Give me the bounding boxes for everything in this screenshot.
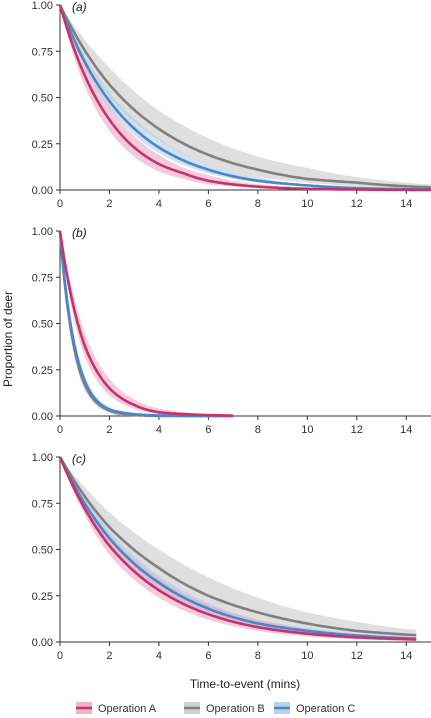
y-tick-label: 0.75 — [32, 272, 53, 284]
y-tick-label: 1.00 — [32, 452, 53, 464]
y-tick-label: 0.25 — [32, 591, 53, 603]
x-tick-label: 6 — [205, 650, 211, 662]
x-tick-label: 2 — [106, 198, 112, 210]
x-tick-label: 12 — [351, 198, 363, 210]
x-tick-label: 2 — [106, 424, 112, 436]
x-tick-label: 10 — [301, 424, 313, 436]
x-tick-label: 8 — [255, 424, 261, 436]
y-tick-label: 0.00 — [32, 185, 53, 197]
y-axis-title: Proportion of deer — [1, 291, 15, 387]
series-line-operation-a — [58, 4, 431, 192]
y-tick-label: 1.00 — [32, 0, 53, 12]
x-tick-label: 0 — [57, 198, 63, 210]
panel-label: (a) — [72, 0, 87, 14]
x-tick-label: 6 — [205, 424, 211, 436]
y-tick-label: 0.50 — [32, 319, 53, 331]
y-tick-label: 0.75 — [32, 46, 53, 58]
series-line-operation-b — [58, 456, 417, 637]
x-tick-label: 14 — [400, 198, 412, 210]
x-tick-label: 12 — [351, 424, 363, 436]
y-tick-label: 0.00 — [32, 411, 53, 423]
panel-label: (c) — [72, 452, 86, 466]
series-line-operation-b — [58, 4, 431, 189]
x-tick-label: 4 — [156, 424, 162, 436]
x-tick-label: 8 — [255, 650, 261, 662]
y-tick-label: 0.25 — [32, 365, 53, 377]
legend-label: Operation B — [206, 703, 265, 715]
x-tick-label: 4 — [156, 650, 162, 662]
series-line-operation-a — [58, 456, 417, 641]
y-tick-label: 0.25 — [32, 139, 53, 151]
y-tick-label: 0.50 — [32, 93, 53, 105]
series-line-operation-b — [58, 230, 234, 418]
x-axis-title: Time-to-event (mins) — [190, 677, 300, 691]
legend-label: Operation A — [98, 703, 157, 715]
x-tick-label: 2 — [106, 650, 112, 662]
y-tick-label: 0.00 — [32, 637, 53, 649]
series-line-operation-c — [58, 456, 417, 640]
x-tick-label: 10 — [301, 650, 313, 662]
x-tick-label: 0 — [57, 424, 63, 436]
confidence-band-operation-b — [60, 5, 431, 189]
y-tick-label: 1.00 — [32, 226, 53, 238]
y-tick-label: 0.50 — [32, 545, 53, 557]
x-tick-label: 6 — [205, 198, 211, 210]
panel-label: (b) — [72, 226, 87, 240]
x-tick-label: 12 — [351, 650, 363, 662]
x-tick-label: 14 — [400, 650, 412, 662]
x-tick-label: 0 — [57, 650, 63, 662]
x-tick-label: 8 — [255, 198, 261, 210]
x-tick-label: 14 — [400, 424, 412, 436]
x-tick-label: 4 — [156, 198, 162, 210]
series-line-operation-a — [58, 230, 234, 417]
legend-label: Operation C — [296, 703, 355, 715]
x-tick-label: 10 — [301, 198, 313, 210]
y-tick-label: 0.75 — [32, 498, 53, 510]
